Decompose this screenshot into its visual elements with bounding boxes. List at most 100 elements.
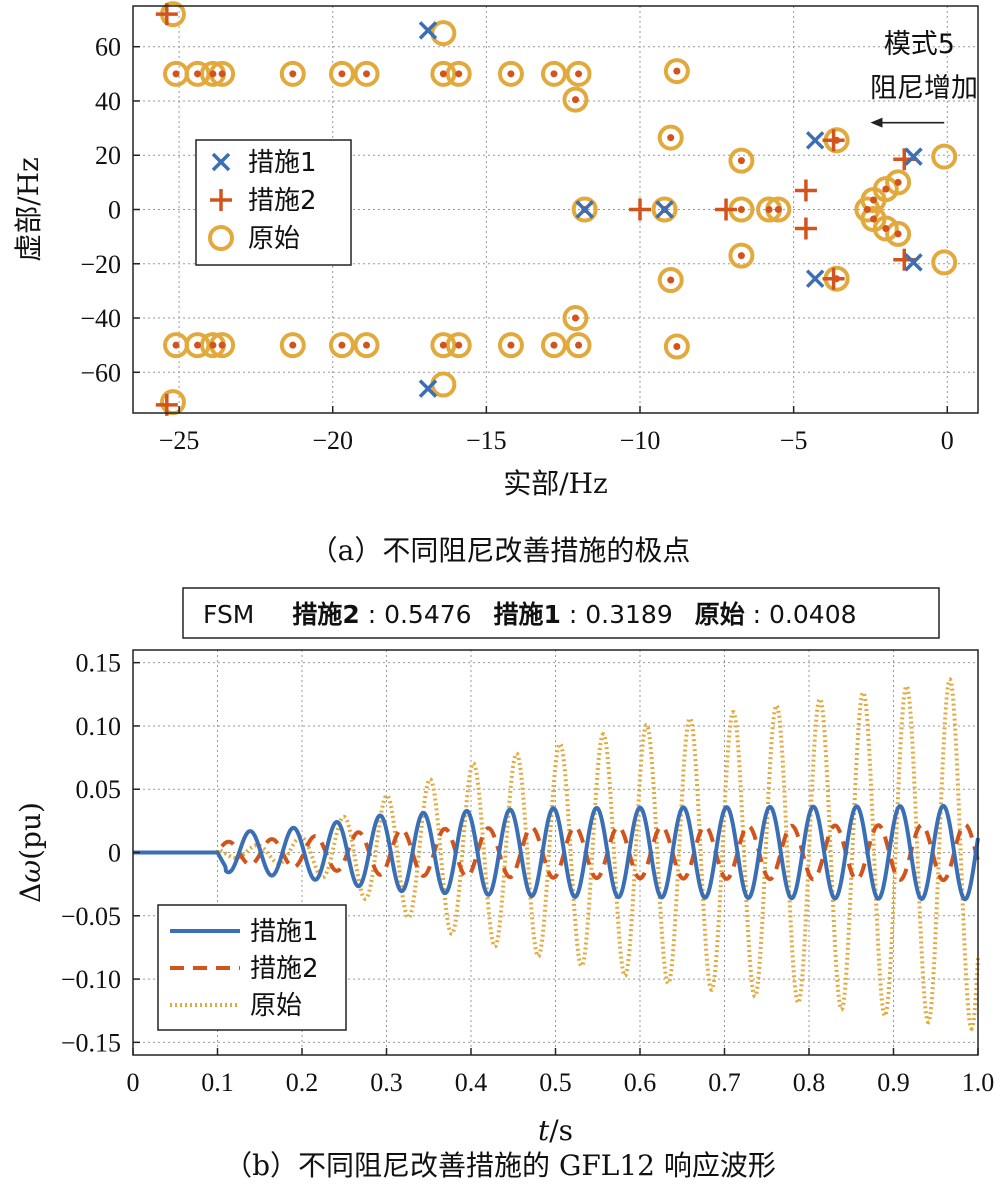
x-tick-label: −25 [159, 426, 200, 455]
s2-pole-marker [715, 198, 738, 221]
waveform-legend: 措施1 措施2 原始 [157, 904, 347, 1031]
orig-pole-marker [562, 86, 589, 113]
s1-pole-marker [655, 200, 674, 219]
legend-box [157, 904, 347, 1031]
x-label-unit: /s [549, 1114, 573, 1147]
s1-pole-marker [805, 269, 825, 288]
legend-label: 措施1 [248, 148, 317, 178]
s1-pole-marker [575, 200, 594, 219]
y-tick-label: −0.15 [61, 1028, 121, 1057]
y-tick-label: 0.05 [76, 775, 122, 804]
s1-pole-marker [418, 21, 438, 40]
orig-pole-marker [328, 332, 355, 359]
y-tick-label: −0.05 [61, 902, 121, 931]
orig-pole-marker [430, 20, 457, 47]
waveform-x-axis-label: t/s [538, 1114, 573, 1147]
coincident-pole-dot [765, 206, 773, 213]
fsm-item-name-2: 措施1 [494, 600, 561, 629]
waveform-series [133, 677, 980, 1032]
fsm-item-value-3: : 0.0408 [753, 600, 857, 629]
coincident-pole-dot [571, 96, 579, 104]
x-b [655, 200, 674, 219]
coincident-pole-dot [172, 70, 180, 78]
orig-pole-marker [445, 332, 472, 359]
coincident-pole-dot [172, 341, 180, 349]
mode5-label: 模式5 [884, 29, 955, 60]
x-b [418, 379, 438, 398]
orig-pole-marker [562, 305, 589, 332]
coincident-pole-dot [673, 343, 681, 351]
legend-label: 措施2 [250, 954, 319, 984]
waveform-y-axis-label: Δω(pu) [14, 802, 47, 903]
s2-pole-marker [629, 198, 651, 221]
x-b [575, 200, 594, 219]
series-line-dotted [133, 677, 980, 1032]
orig-pole-marker [445, 60, 472, 87]
orig-pole-marker [657, 267, 684, 294]
x-tick-label: 1.0 [962, 1068, 995, 1097]
pole-map-legend: 措施1 措施2 原始 [195, 139, 352, 266]
coincident-pole-dot [439, 341, 447, 349]
s1-pole-marker [904, 253, 923, 272]
orig-pole-marker [184, 332, 211, 359]
coincident-pole-dot [863, 206, 871, 213]
orig-pole-marker [663, 58, 690, 85]
coincident-pole-dot [455, 341, 463, 349]
s2-pole-marker [794, 217, 817, 240]
coincident-pole-dot [894, 230, 902, 238]
response-waveform-chart: FSM 措施2 : 0.5476 措施1 : 0.3189 原始 : 0.040… [14, 587, 995, 1182]
y-tick-label: 0 [108, 839, 121, 868]
x-b [805, 131, 825, 150]
coincident-pole-dot [571, 314, 579, 322]
caption-b: （b）不同阻尼改善措施的 GFL12 响应波形 [224, 1149, 776, 1182]
y-tick-label: 60 [95, 33, 121, 62]
coincident-pole-dot [194, 70, 202, 78]
orig-pole-marker [353, 60, 380, 87]
coincident-pole-dot [882, 224, 890, 232]
annotation-arrow-head [870, 117, 883, 128]
fsm-box-border [182, 587, 940, 639]
y-tick-label: 40 [95, 87, 121, 116]
orig-pole-marker [184, 60, 211, 87]
y-tick-label: 0 [108, 196, 121, 225]
x-b [805, 269, 825, 288]
x-tick-label: 0.5 [539, 1068, 572, 1097]
x-b [904, 253, 923, 272]
x-tick-label: 0.1 [201, 1068, 234, 1097]
pole-map-ticks: −25 −20 −15 −10 −5 0 −60 −40 −20 0 20 40 60 [80, 33, 953, 455]
fsm-text: FSM 措施2 : 0.5476 措施1 : 0.3189 原始 : 0.040… [203, 600, 857, 629]
coincident-pole-dot [218, 70, 226, 78]
orig-pole-marker [430, 332, 457, 359]
y-tick-label: −20 [80, 250, 121, 279]
s1-pole-marker [904, 147, 923, 166]
coincident-pole-dot [209, 70, 217, 78]
y-label-delta: Δ [14, 883, 47, 903]
coincident-pole-dot [209, 341, 217, 349]
coincident-pole-dot [737, 206, 745, 213]
coincident-pole-dot [774, 206, 782, 213]
y-tick-label: −60 [80, 358, 121, 387]
orig-pole-marker [279, 60, 306, 87]
legend-label: 措施2 [248, 186, 317, 216]
fsm-item-value-2: : 0.3189 [569, 600, 673, 629]
y-tick-label: 20 [95, 141, 121, 170]
coincident-pole-dot [363, 70, 371, 78]
pole-map-markers [155, 1, 958, 416]
fsm-label: FSM [203, 600, 254, 629]
legend-label: 原始 [250, 991, 302, 1021]
y-tick-label: −40 [80, 304, 121, 333]
fsm-item-name-1: 措施2 [292, 600, 359, 629]
fsm-box: FSM 措施2 : 0.5476 措施1 : 0.3189 原始 : 0.040… [182, 587, 940, 639]
coincident-pole-dot [550, 70, 558, 78]
x-tick-label: 0.9 [877, 1068, 910, 1097]
coincident-pole-dot [363, 341, 371, 349]
coincident-pole-dot [882, 185, 890, 193]
orig-pole-marker [353, 332, 380, 359]
coincident-pole-dot [870, 215, 878, 223]
coincident-pole-dot [870, 196, 878, 204]
s2-pole-marker [155, 3, 178, 26]
orig-pole-marker [728, 147, 755, 174]
legend-label: 原始 [248, 224, 300, 254]
x-tick-label: 0.3 [370, 1068, 403, 1097]
